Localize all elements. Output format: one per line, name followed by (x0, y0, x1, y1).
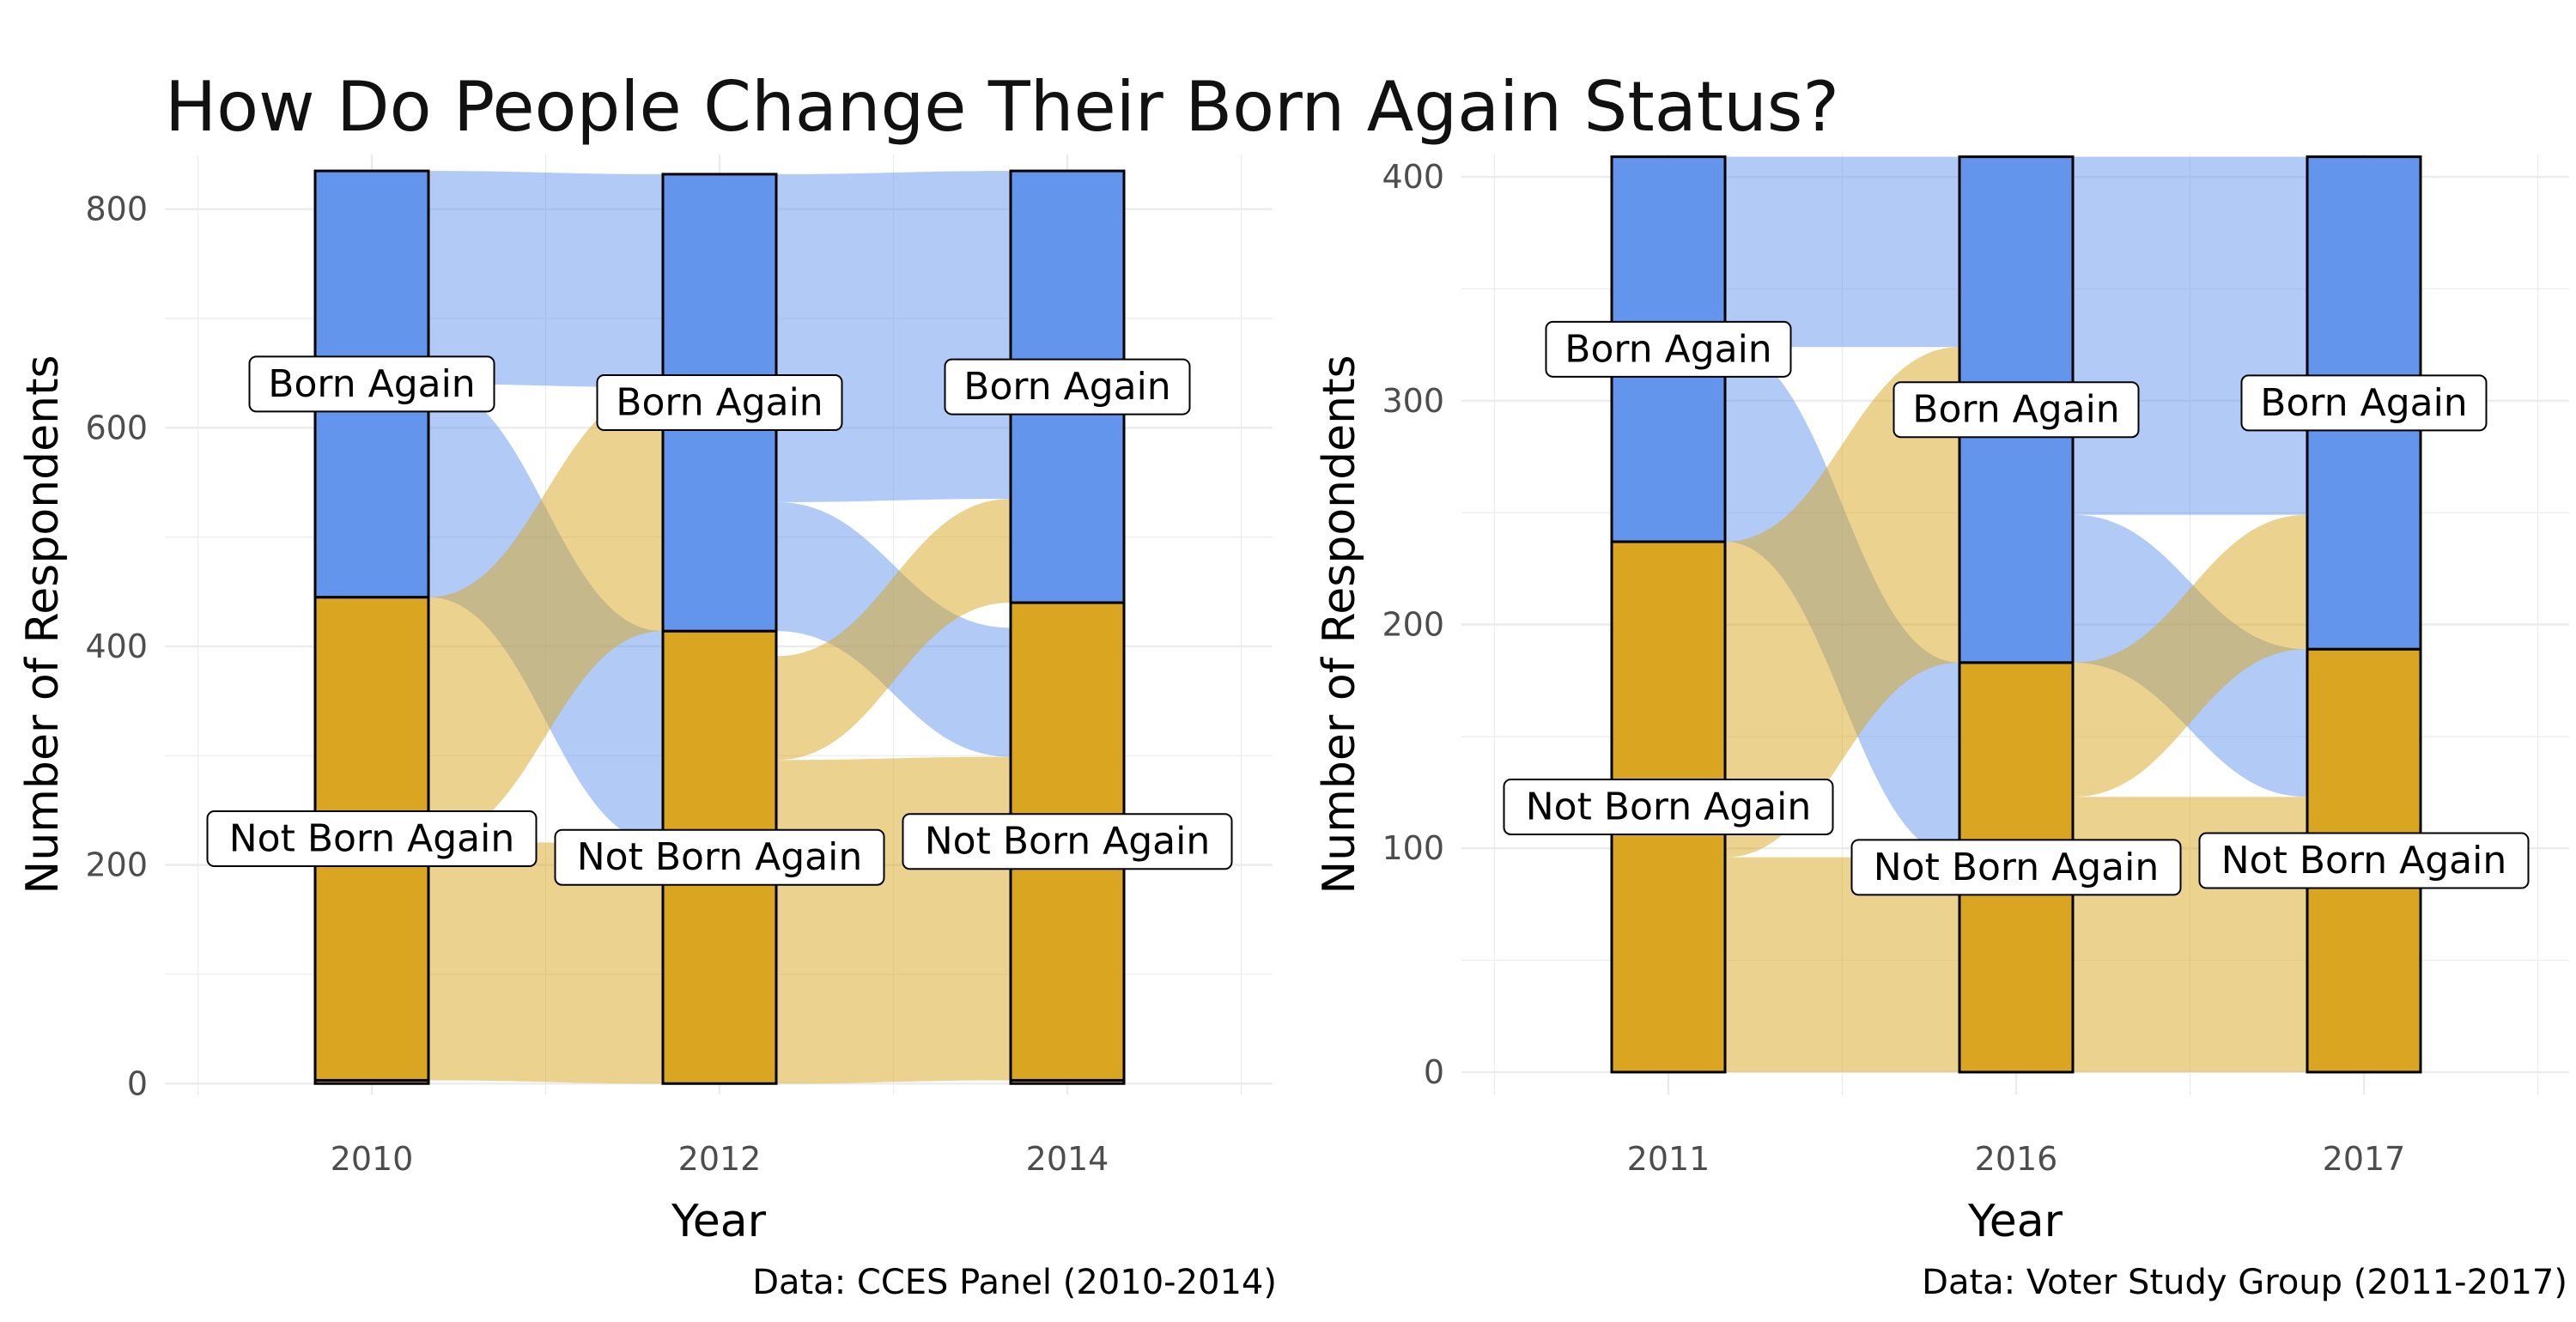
y-tick-label: 0 (127, 1064, 148, 1102)
x-axis-title: Year (671, 1196, 767, 1247)
x-tick-label: 2016 (1975, 1140, 2058, 1178)
flow-not-born-again-to-born-again (2073, 514, 2307, 797)
stratum-label-not-born-again: Not Born Again (1503, 778, 1834, 835)
stratum-label-not-born-again-text: Not Born Again (925, 820, 1210, 864)
stratum-label-not-born-again-box (2198, 832, 2530, 889)
stratum-label-born-again-text: Born Again (268, 362, 475, 406)
stratum-label-not-born-again-box (902, 813, 1233, 870)
chart-title: How Do People Change Their Born Again St… (165, 67, 1839, 147)
stratum-label-born-again-box (944, 358, 1191, 415)
stratum-label-born-again-box (596, 374, 843, 432)
stratum-label-born-again: Born Again (1545, 320, 1792, 378)
stratum-label-not-born-again: Not Born Again (902, 813, 1233, 870)
x-tick-label: 2012 (678, 1140, 762, 1178)
x-tick-label: 2017 (2323, 1140, 2406, 1178)
caption: Data: CCES Panel (2010-2014) (752, 1263, 1277, 1302)
caption: Data: Voter Study Group (2011-2017) (1922, 1263, 2567, 1302)
y-tick-label: 400 (1382, 158, 1444, 196)
flow-born-again-to-born-again (2073, 156, 2307, 515)
stratum-label-not-born-again-box (554, 828, 885, 886)
y-tick-label: 800 (85, 191, 148, 228)
flow-not-born-again-to-born-again (428, 387, 663, 841)
flow-born-again-to-born-again (776, 171, 1011, 502)
stratum-label-born-again-text: Born Again (1912, 388, 2119, 432)
flow-not-born-again-to-not-born-again (776, 756, 1011, 1084)
stratum-label-group: Not Born Again Born Again Not Born Again Bo… (206, 355, 1233, 886)
stratum-label-not-born-again: Not Born Again (206, 810, 538, 868)
stratum-label-born-again: Born Again (2240, 374, 2488, 432)
x-tick-label: 2014 (1026, 1140, 1109, 1178)
flow-born-again-to-born-again (1725, 156, 1959, 348)
y-tick-label: 300 (1382, 382, 1444, 420)
y-tick-label: 200 (85, 846, 148, 884)
stratum-label-not-born-again-box (1850, 839, 2182, 896)
stratum-label-not-born-again: Not Born Again (2198, 832, 2530, 889)
stratum-label-not-born-again-text: Not Born Again (1874, 846, 2159, 889)
x-axis-title: Year (1967, 1196, 2063, 1247)
y-axis-title: Number of Respondents (17, 355, 69, 894)
x-tick-label: 2010 (331, 1140, 414, 1178)
stratum-label-born-again-text: Born Again (1564, 327, 1771, 371)
stratum-label-born-again-text: Born Again (963, 365, 1170, 409)
stratum-label-born-again: Born Again (944, 358, 1191, 415)
stratum-label-born-again-text: Born Again (2260, 381, 2467, 425)
flow-group (1725, 156, 2307, 1072)
flow-not-born-again-to-born-again (1725, 347, 1959, 858)
stratum-label-not-born-again-box (1503, 778, 1834, 835)
flow-not-born-again-to-born-again (776, 499, 1011, 761)
stratum-label-not-born-again-text: Not Born Again (2221, 839, 2506, 882)
vsg-panel-chart: Not Born Again Born Again Not Born Again Bo… (1314, 155, 2569, 1302)
flow-not-born-again-to-not-born-again (428, 840, 663, 1084)
stratum-label-born-again-box (1893, 381, 2140, 439)
cces-panel-chart: Not Born Again Born Again Not Born Again Bo… (17, 155, 1277, 1302)
stratum-label-not-born-again-text: Not Born Again (1526, 785, 1811, 828)
flow-born-again-to-born-again (428, 171, 663, 388)
stratum-label-born-again-text: Born Again (616, 381, 823, 425)
stratum-label-born-again-box (2240, 374, 2488, 432)
flow-not-born-again-to-not-born-again (1725, 857, 1959, 1072)
stratum-label-born-again-box (248, 355, 495, 413)
y-tick-label: 200 (1382, 606, 1444, 644)
stratum-label-born-again: Born Again (248, 355, 495, 413)
stratum-label-not-born-again-box (206, 810, 538, 868)
y-tick-label: 400 (85, 628, 148, 665)
y-tick-label: 0 (1424, 1053, 1444, 1091)
stratum-label-born-again-box (1545, 320, 1792, 378)
y-axis-title: Number of Respondents (1314, 355, 1365, 894)
stratum-label-not-born-again: Not Born Again (1850, 839, 2182, 896)
stratum-label-not-born-again: Not Born Again (554, 828, 885, 886)
stratum-label-born-again: Born Again (596, 374, 843, 432)
x-tick-label: 2011 (1627, 1140, 1710, 1178)
y-tick-label: 100 (1382, 829, 1444, 867)
stratum-label-not-born-again-text: Not Born Again (577, 835, 862, 879)
y-tick-label: 600 (85, 409, 148, 446)
stratum-label-group: Not Born Again Born Again Not Born Again Bo… (1503, 320, 2530, 896)
stratum-label-born-again: Born Again (1893, 381, 2140, 439)
stratum-label-not-born-again-text: Not Born Again (229, 817, 514, 861)
